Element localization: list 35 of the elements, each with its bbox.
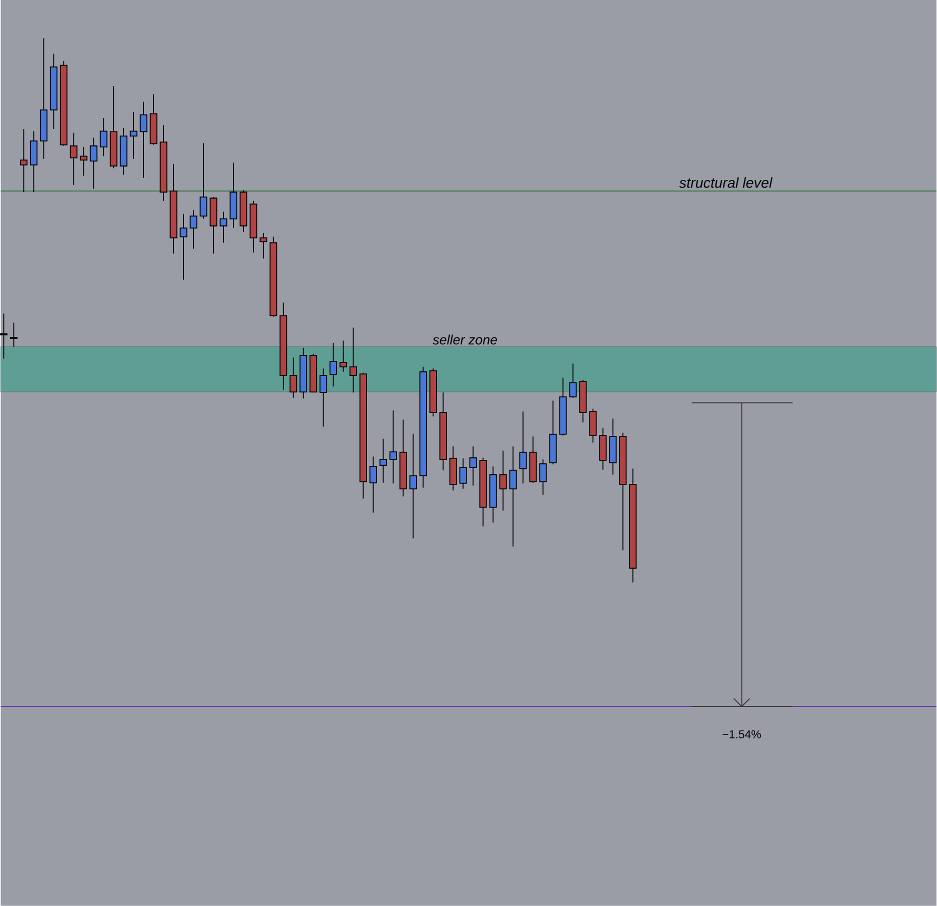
candlestick	[100, 118, 108, 157]
candlestick	[190, 210, 198, 250]
candlestick	[519, 411, 527, 484]
candlestick	[200, 142, 208, 220]
candlestick	[0, 313, 8, 360]
candlestick	[30, 130, 38, 193]
band-label: seller zone	[432, 334, 498, 345]
candlestick	[509, 446, 517, 548]
candlestick	[260, 232, 268, 260]
candlestick	[140, 101, 148, 179]
candlestick	[389, 410, 397, 484]
candlestick	[569, 363, 577, 398]
candlestick	[369, 456, 377, 514]
candlestick	[180, 214, 188, 280]
candlestick	[330, 342, 338, 388]
text: −1.54%	[722, 730, 761, 738]
candlestick	[409, 433, 417, 539]
candlestick	[379, 438, 387, 484]
candlestick	[220, 211, 228, 244]
candlestick	[340, 340, 348, 372]
candlestick	[80, 146, 88, 176]
candlestick	[130, 112, 138, 160]
candlestick	[350, 327, 358, 394]
candlestick	[290, 357, 298, 398]
ref-line-label: structural level	[679, 177, 773, 188]
candlestick	[90, 137, 98, 190]
candlestick	[539, 459, 547, 496]
candlestick	[10, 322, 18, 348]
candlestick	[469, 446, 477, 486]
candlestick	[70, 132, 78, 186]
candlestick	[589, 408, 597, 444]
candlestick	[320, 368, 328, 428]
candlestick	[459, 458, 467, 490]
candlestick	[20, 128, 28, 193]
candlestick	[499, 450, 507, 512]
